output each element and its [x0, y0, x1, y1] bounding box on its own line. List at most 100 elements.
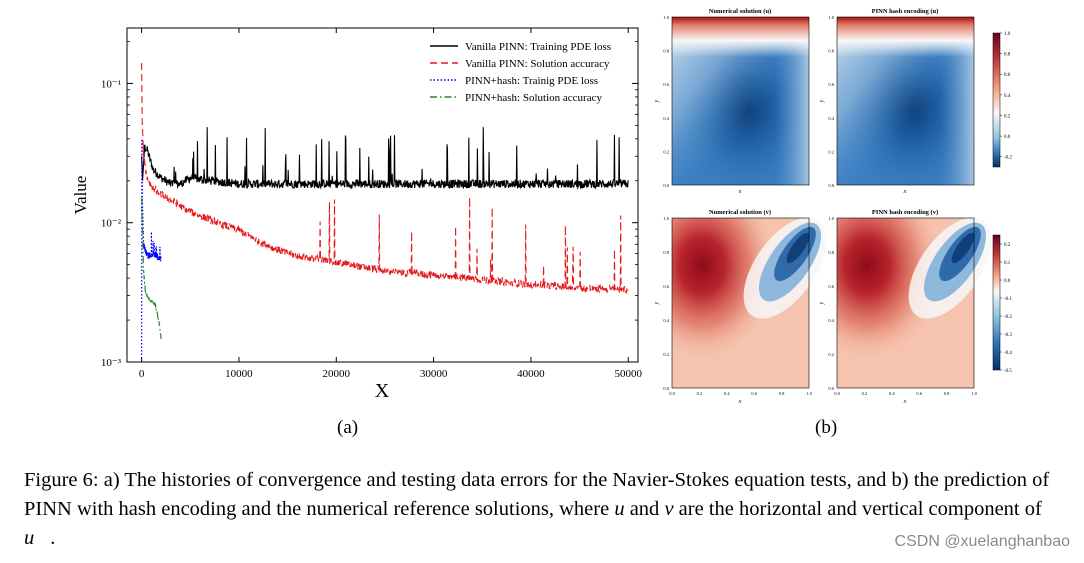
caption-var-v: v — [664, 498, 674, 520]
chart-a-xlabel: X — [375, 380, 390, 402]
heatmap-y-tick: 0.2 — [828, 352, 834, 357]
heatmap-ylabel-4: y — [819, 301, 825, 305]
y-tick-label: 10⁻³ — [101, 357, 122, 369]
colorbar-tick-label: 0.2 — [1004, 114, 1011, 119]
heatmap-x-tick: 0.0 — [834, 391, 840, 396]
caption-text-4: . — [50, 527, 56, 549]
caption-text-2: and — [624, 498, 665, 520]
chart-a-frame — [126, 27, 639, 363]
heatmap-title-3: Numerical solution (v) — [709, 209, 771, 216]
colorbar-u — [992, 32, 1001, 168]
chart-a-ylabel: Value — [71, 176, 90, 215]
heatmap-y-tick: 1.0 — [828, 15, 834, 20]
heatmap-y-tick: 0.6 — [828, 82, 834, 87]
heatmap-y-tick: 0.4 — [828, 318, 834, 323]
heatmap-x-tick: 0.4 — [724, 391, 730, 396]
series-line-1 — [141, 127, 629, 190]
heatmap-y-tick: 0.8 — [663, 49, 669, 54]
heatmap-y-tick: 0.2 — [663, 352, 669, 357]
colorbar-tick-label: 0.2 — [1004, 243, 1011, 248]
colorbar-tick-label: -0.3 — [1004, 333, 1012, 338]
colorbar-tick-label: -0.1 — [1004, 297, 1012, 302]
x-tick-label: 50000 — [615, 368, 643, 380]
heatmap-y-tick: 0.2 — [828, 149, 834, 154]
heatmap-y-tick: 1.0 — [663, 15, 669, 20]
x-tick-label: 20000 — [323, 368, 351, 380]
heatmap-ylabel-1: y — [654, 99, 660, 103]
heatmap-xlabel-4: x — [903, 399, 907, 405]
heatmap-x-tick: 0.6 — [916, 391, 922, 396]
heatmap-y-tick: 0.0 — [828, 386, 834, 391]
colorbar-tick-label: 0.6 — [1004, 73, 1011, 78]
heatmap-xlabel-3: x — [738, 399, 742, 405]
legend-label: Vanilla PINN: Training PDE loss — [465, 41, 611, 53]
colorbar-tick-label: 1.0 — [1004, 32, 1011, 37]
heatmap-y-tick: 0.6 — [663, 82, 669, 87]
legend-label: PINN+hash: Trainig PDE loss — [465, 75, 598, 87]
heatmap-ylabel-2: y — [819, 99, 825, 103]
heatmap-y-tick: 0.2 — [663, 149, 669, 154]
convergence-chart: 0 10000 20000 30000 40000 50000 10⁻³ 10⁻² 10⁻¹ X… — [71, 27, 643, 402]
caption-text-1: Figure 6: a) The histories of convergenc… — [24, 469, 1050, 520]
heatmap-x-tick: 0.2 — [862, 391, 868, 396]
x-tick-label: 40000 — [517, 368, 545, 380]
series-line-3 — [141, 138, 162, 362]
colorbar-tick-label: -0.2 — [1004, 315, 1012, 320]
heatmap-xlabel-2: x — [903, 189, 907, 195]
series-line-4 — [141, 198, 162, 339]
heatmap-pinn-hash-v — [836, 217, 992, 389]
heatmap-y-tick: 0.4 — [663, 116, 669, 121]
colorbar-tick-label: 0.4 — [1004, 94, 1011, 99]
heatmap-y-tick: 1.0 — [663, 216, 669, 221]
legend-label: PINN+hash: Solution accuracy — [465, 92, 602, 104]
heatmap-y-tick: 0.8 — [828, 49, 834, 54]
heatmap-x-tick: 1.0 — [806, 391, 812, 396]
heatmap-y-tick: 0.0 — [663, 386, 669, 391]
caption-vector-u: u⃗ — [24, 527, 51, 549]
colorbar-tick-label: 0.1 — [1004, 261, 1011, 266]
figure-caption: Figure 6: a) The histories of convergenc… — [24, 466, 1074, 553]
heatmap-numerical-u — [671, 16, 810, 186]
heatmap-y-tick: 0.8 — [828, 250, 834, 255]
sublabel-b: (b) — [815, 417, 838, 438]
heatmap-ylabel-3: y — [654, 301, 660, 305]
heatmap-x-tick: 0.8 — [779, 391, 785, 396]
heatmap-y-tick: 0.4 — [663, 318, 669, 323]
heatmap-x-tick: 0.0 — [669, 391, 675, 396]
heatmap-title-1: Numerical solution (u) — [709, 8, 771, 15]
heatmap-y-tick: 0.4 — [828, 116, 834, 121]
legend-label: Vanilla PINN: Solution accuracy — [465, 58, 610, 70]
heatmap-title-4: PINN hash encoding (v) — [872, 209, 938, 216]
caption-text-3: are the horizontal and vertical componen… — [673, 498, 1042, 520]
heatmap-pinn-hash-u — [836, 16, 975, 186]
heatmap-x-tick: 0.2 — [697, 391, 703, 396]
heatmap-y-tick: 0.6 — [828, 284, 834, 289]
caption-var-u: u — [614, 498, 625, 520]
heatmap-x-tick: 0.6 — [751, 391, 757, 396]
heatmap-xlabel-1: x — [738, 189, 742, 195]
watermark: CSDN @xuelanghanbao — [894, 533, 1070, 550]
colorbar-tick-label: 0.0 — [1004, 135, 1011, 140]
heatmap-title-2: PINN hash encoding (u) — [872, 8, 939, 15]
x-tick-label: 10000 — [225, 368, 253, 380]
heatmap-y-tick: 1.0 — [828, 216, 834, 221]
colorbar-tick-label: 0.0 — [1004, 279, 1011, 284]
heatmap-x-tick: 0.8 — [944, 391, 950, 396]
heatmap-y-tick: 0.0 — [828, 183, 834, 188]
colorbar-tick-label: -0.2 — [1004, 156, 1012, 161]
heatmap-numerical-v — [671, 217, 827, 389]
heatmap-y-tick: 0.0 — [663, 183, 669, 188]
heatmap-y-tick: 0.6 — [663, 284, 669, 289]
y-tick-label: 10⁻² — [101, 218, 122, 230]
colorbar-v — [992, 234, 1001, 371]
heatmap-y-tick: 0.8 — [663, 250, 669, 255]
colorbar-tick-label: -0.5 — [1004, 369, 1012, 374]
x-tick-label: 30000 — [420, 368, 448, 380]
chart-a-legend: Vanilla PINN: Training PDE loss Vanilla P… — [430, 41, 611, 104]
sublabel-a: (a) — [337, 417, 359, 438]
x-tick-label: 0 — [139, 368, 145, 380]
heatmap-x-tick: 1.0 — [971, 391, 977, 396]
series-line-2 — [141, 63, 629, 294]
heatmap-x-tick: 0.4 — [889, 391, 895, 396]
